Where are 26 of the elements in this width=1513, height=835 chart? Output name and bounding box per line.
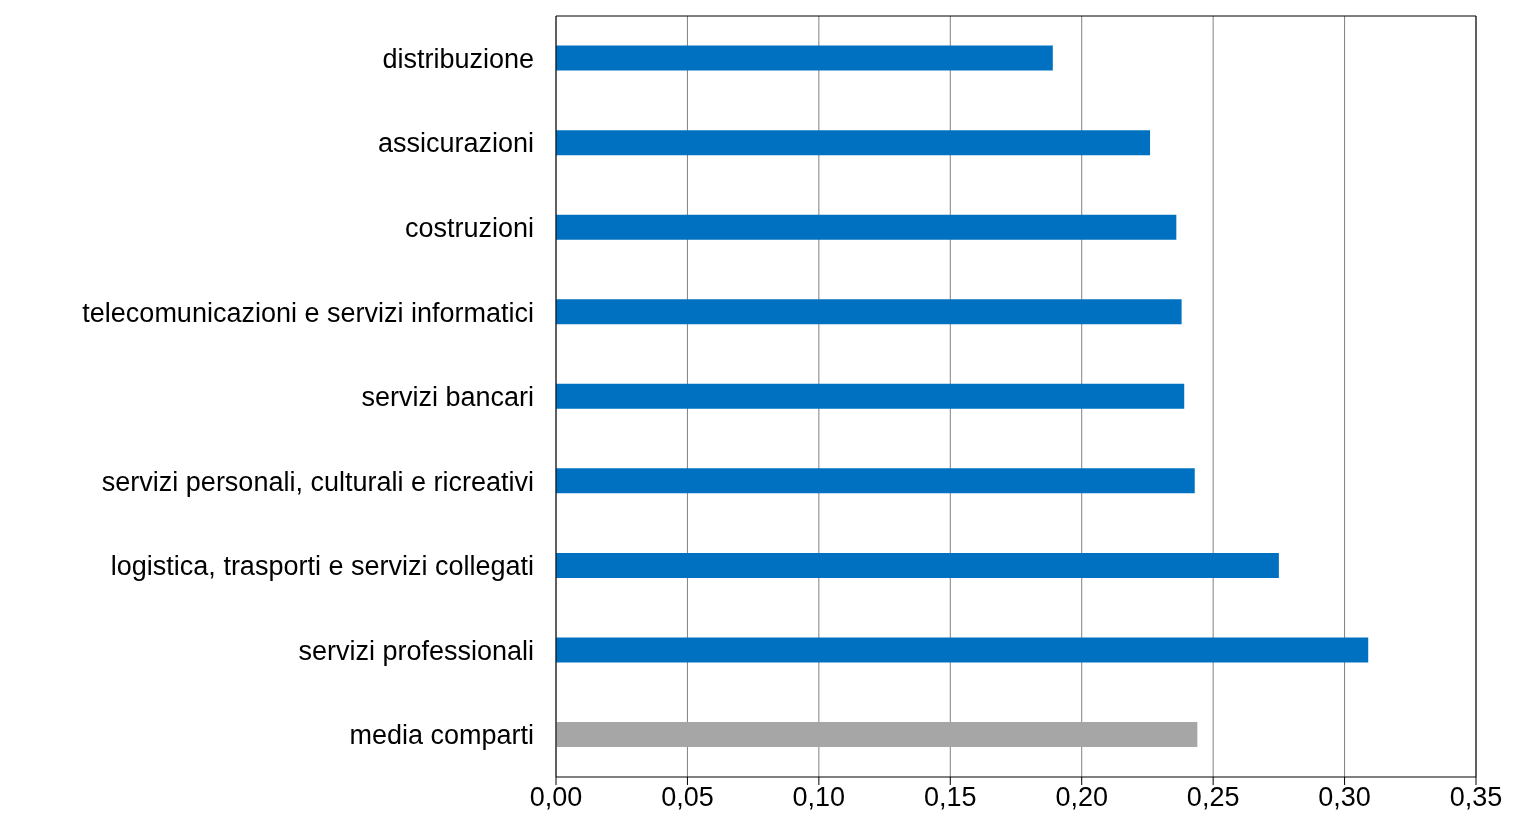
y-tick-label: telecomunicazioni e servizi informatici	[82, 297, 534, 328]
x-tick-label: 0,35	[1449, 782, 1503, 813]
y-tick-label: distribuzione	[382, 43, 534, 74]
y-tick-label: assicurazioni	[377, 128, 534, 159]
bar	[556, 45, 1053, 71]
y-tick-label: media comparti	[349, 720, 534, 751]
bar	[556, 383, 1185, 409]
y-tick-label: servizi professionali	[298, 635, 534, 666]
y-tick-label: servizi personali, culturali e ricreativi	[101, 466, 534, 497]
x-tick-label: 0,10	[792, 782, 846, 813]
bar	[556, 214, 1177, 240]
x-tick-label: 0,05	[661, 782, 714, 813]
bar	[556, 468, 1195, 494]
bar	[556, 552, 1279, 578]
y-tick-label: costruzioni	[404, 212, 534, 243]
x-tick-label: 0,15	[924, 782, 977, 813]
bar	[556, 299, 1182, 325]
bar	[556, 722, 1198, 748]
x-tick-label: 0,25	[1186, 782, 1240, 813]
y-tick-label: servizi bancari	[361, 382, 534, 413]
x-tick-label: 0,20	[1055, 782, 1108, 813]
bar	[556, 130, 1151, 156]
bar	[556, 637, 1369, 663]
x-tick-label: 0,30	[1318, 782, 1371, 813]
x-tick-label: 0,00	[529, 782, 583, 813]
y-tick-label: logistica, trasporti e servizi collegati	[110, 551, 534, 582]
